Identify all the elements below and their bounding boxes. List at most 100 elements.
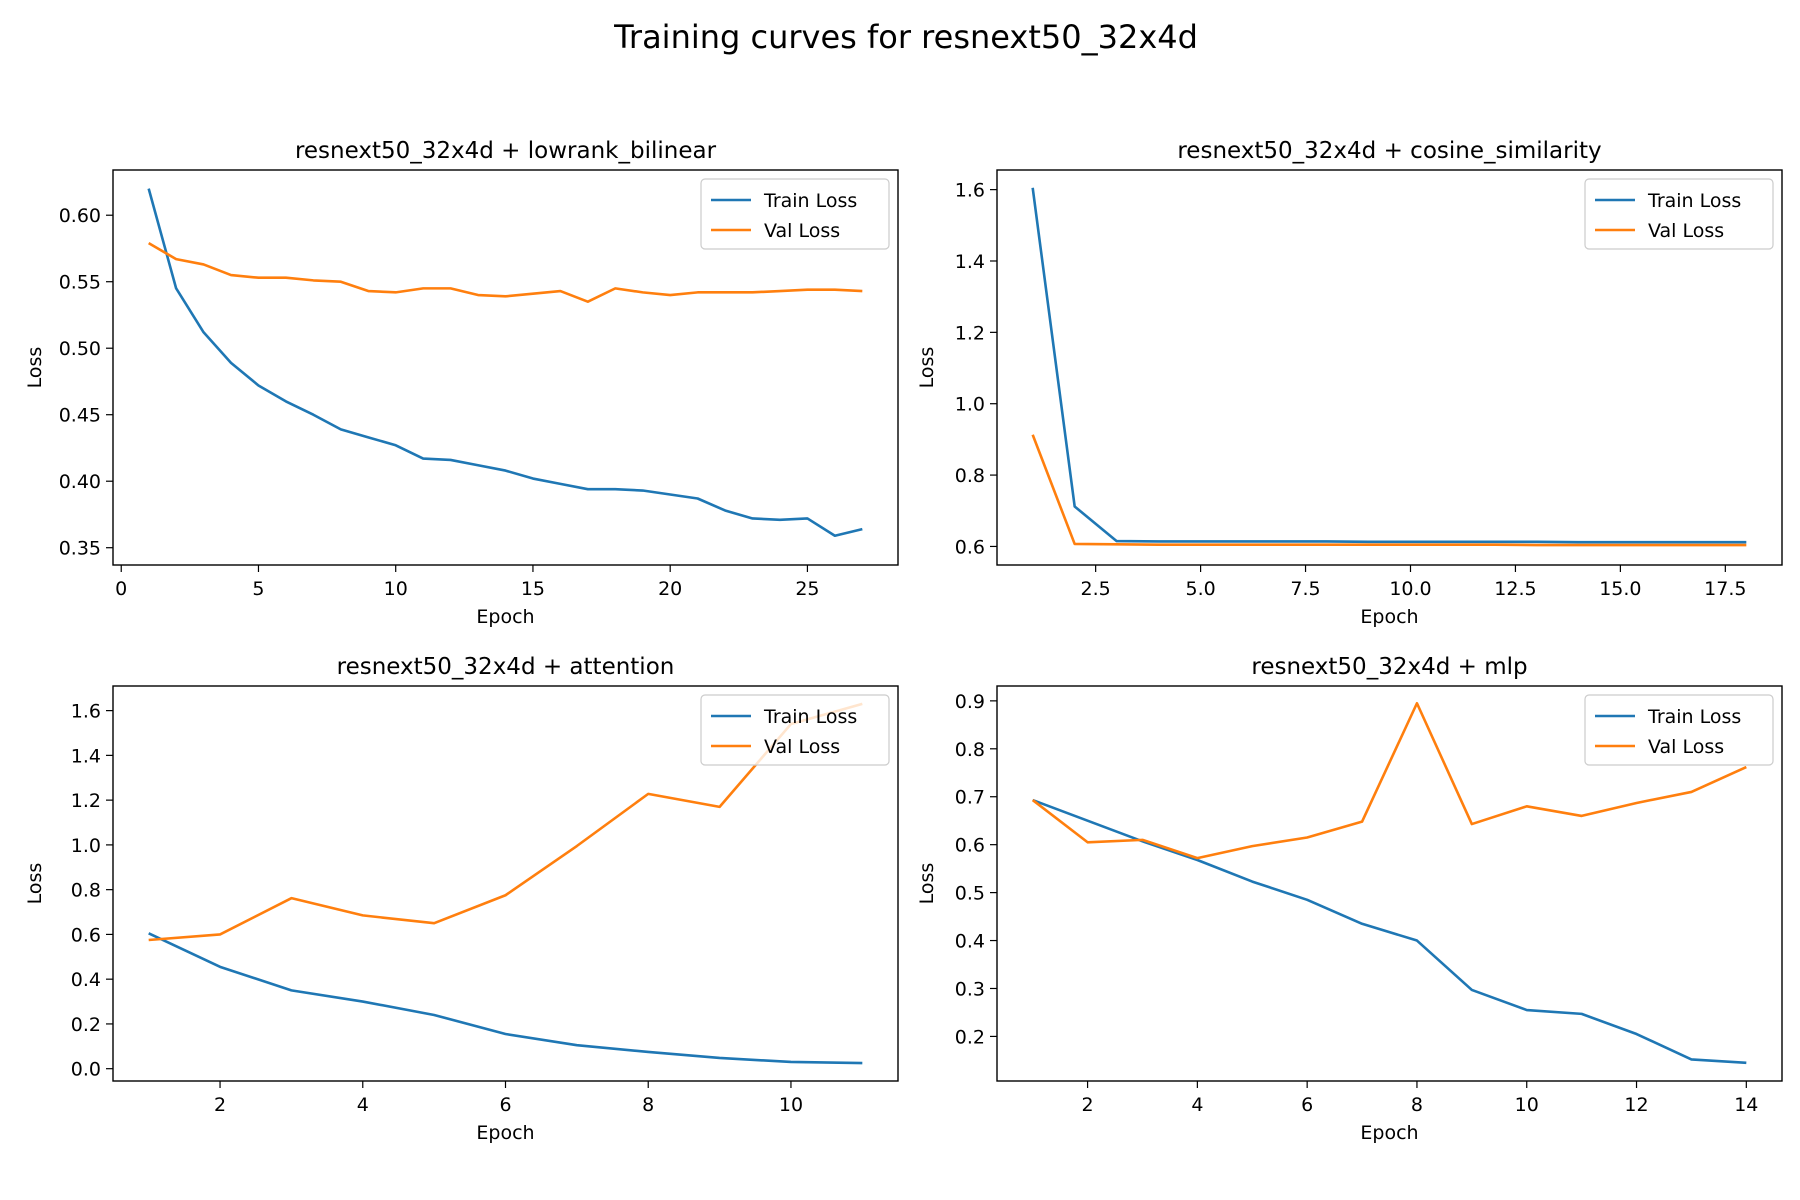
x-tick-label: 2 bbox=[214, 1094, 226, 1116]
legend: Train Loss Val Loss bbox=[1584, 694, 1774, 766]
subplot-4: resnext50_32x4d + mlp 2 4 6 8 10 12 14 0.2 0.3 0.4… bbox=[916, 654, 1783, 1144]
x-tick-label: 17.5 bbox=[1704, 578, 1746, 600]
y-axis-label: Loss bbox=[24, 347, 46, 389]
series-group bbox=[1031, 187, 1747, 547]
val-loss-line bbox=[148, 242, 863, 303]
y-tick-label: 0.60 bbox=[59, 205, 101, 227]
y-tick-label: 1.4 bbox=[71, 745, 101, 767]
x-tick-label: 20 bbox=[658, 578, 682, 600]
val-loss-line bbox=[1031, 701, 1747, 860]
y-axis-label: Loss bbox=[916, 347, 938, 389]
y-tick-label: 0.50 bbox=[59, 338, 101, 360]
x-tick-label: 12.5 bbox=[1494, 578, 1536, 600]
y-axis-label: Loss bbox=[916, 863, 938, 905]
series-group bbox=[147, 188, 863, 538]
x-tick-label: 2 bbox=[1082, 1094, 1094, 1116]
train-loss-line bbox=[148, 932, 863, 1065]
y-tick-label: 1.6 bbox=[71, 701, 101, 723]
legend-label-train-loss: Train Loss bbox=[763, 706, 857, 728]
x-axis-label: Epoch bbox=[476, 606, 534, 628]
y-tick-label: 0.4 bbox=[71, 969, 101, 991]
y-axis-label: Loss bbox=[24, 863, 46, 905]
legend: Train Loss Val Loss bbox=[700, 694, 890, 766]
x-tick-label: 15.0 bbox=[1599, 578, 1641, 600]
y-tick-label: 0.45 bbox=[59, 405, 101, 427]
y-tick-label: 0.35 bbox=[59, 538, 101, 560]
y-tick-label: 1.6 bbox=[955, 180, 985, 202]
x-tick-label: 15 bbox=[521, 578, 545, 600]
y-tick-label: 0.2 bbox=[955, 1026, 985, 1048]
y-tick-label: 0.2 bbox=[71, 1014, 101, 1036]
x-tick-label: 10 bbox=[384, 578, 408, 600]
y-tick-label: 1.0 bbox=[955, 394, 985, 416]
subplot-title: resnext50_32x4d + attention bbox=[337, 654, 675, 680]
train-loss-line bbox=[1031, 187, 1747, 544]
legend-label-train-loss: Train Loss bbox=[1647, 190, 1741, 212]
legend-box bbox=[1584, 694, 1774, 766]
subplot-2: resnext50_32x4d + cosine_similarity 2.5 5.… bbox=[916, 138, 1783, 628]
x-tick-label: 25 bbox=[795, 578, 819, 600]
series-group bbox=[148, 702, 863, 1065]
y-tick-label: 1.4 bbox=[955, 251, 985, 273]
y-tick-label: 0.7 bbox=[955, 787, 985, 809]
y-tick-label: 1.2 bbox=[71, 790, 101, 812]
axes-frame bbox=[112, 169, 899, 566]
x-tick-label: 6 bbox=[1301, 1094, 1313, 1116]
y-tick-label: 0.4 bbox=[955, 931, 985, 953]
x-tick-label: 10 bbox=[1515, 1094, 1539, 1116]
legend-label-train-loss: Train Loss bbox=[763, 190, 857, 212]
x-axis-label: Epoch bbox=[476, 1122, 534, 1144]
x-tick-label: 10.0 bbox=[1389, 578, 1431, 600]
legend-label-val-loss: Val Loss bbox=[1648, 736, 1724, 758]
legend-box bbox=[1584, 178, 1774, 250]
x-tick-label: 4 bbox=[1191, 1094, 1203, 1116]
y-tick-label: 1.0 bbox=[71, 835, 101, 857]
train-loss-line bbox=[1032, 798, 1747, 1065]
x-tick-label: 6 bbox=[499, 1094, 511, 1116]
x-tick-label: 0 bbox=[115, 578, 127, 600]
x-tick-label: 8 bbox=[1411, 1094, 1423, 1116]
x-tick-label: 4 bbox=[357, 1094, 369, 1116]
legend-label-val-loss: Val Loss bbox=[764, 220, 840, 242]
x-tick-label: 5.0 bbox=[1185, 578, 1215, 600]
y-tick-label: 1.2 bbox=[955, 322, 985, 344]
y-tick-label: 0.8 bbox=[71, 880, 101, 902]
subplot-1: resnext50_32x4d + lowrank_bilinear 0 5 10 15… bbox=[24, 138, 899, 628]
subplot-title: resnext50_32x4d + mlp bbox=[1251, 654, 1527, 680]
subplots: resnext50_32x4d + lowrank_bilinear 0 5 10 15… bbox=[24, 138, 1783, 1144]
x-tick-label: 5 bbox=[252, 578, 264, 600]
y-tick-label: 0.9 bbox=[955, 691, 985, 713]
legend: Train Loss Val Loss bbox=[700, 178, 890, 250]
y-tick-label: 0.6 bbox=[71, 924, 101, 946]
y-tick-label: 0.8 bbox=[955, 739, 985, 761]
legend-label-val-loss: Val Loss bbox=[764, 736, 840, 758]
legend: Train Loss Val Loss bbox=[1584, 178, 1774, 250]
x-tick-label: 14 bbox=[1734, 1094, 1758, 1116]
x-tick-label: 8 bbox=[642, 1094, 654, 1116]
val-loss-line bbox=[1031, 434, 1747, 547]
y-tick-label: 0.55 bbox=[59, 272, 101, 294]
x-tick-label: 12 bbox=[1624, 1094, 1648, 1116]
subplot-3: resnext50_32x4d + attention 2 4 6 8 10 0.0 0.2 0… bbox=[24, 654, 899, 1144]
y-tick-label: 0.8 bbox=[955, 465, 985, 487]
legend-box bbox=[700, 178, 890, 250]
x-tick-label: 10 bbox=[779, 1094, 803, 1116]
x-tick-label: 2.5 bbox=[1081, 578, 1111, 600]
y-tick-label: 0.6 bbox=[955, 835, 985, 857]
y-tick-label: 0.5 bbox=[955, 883, 985, 905]
figure-title: Training curves for resnext50_32x4d bbox=[613, 18, 1198, 56]
y-tick-label: 0.0 bbox=[71, 1059, 101, 1081]
y-tick-label: 0.6 bbox=[955, 536, 985, 558]
axes-frame bbox=[996, 685, 1783, 1082]
x-axis-label: Epoch bbox=[1360, 606, 1418, 628]
legend-label-train-loss: Train Loss bbox=[1647, 706, 1741, 728]
series-group bbox=[1031, 701, 1747, 1065]
y-tick-label: 0.40 bbox=[59, 471, 101, 493]
subplot-title: resnext50_32x4d + cosine_similarity bbox=[1177, 138, 1601, 164]
axes-frame bbox=[996, 169, 1783, 566]
subplot-title: resnext50_32x4d + lowrank_bilinear bbox=[295, 138, 717, 164]
legend-label-val-loss: Val Loss bbox=[1648, 220, 1724, 242]
x-tick-label: 7.5 bbox=[1290, 578, 1320, 600]
y-tick-label: 0.3 bbox=[955, 978, 985, 1000]
